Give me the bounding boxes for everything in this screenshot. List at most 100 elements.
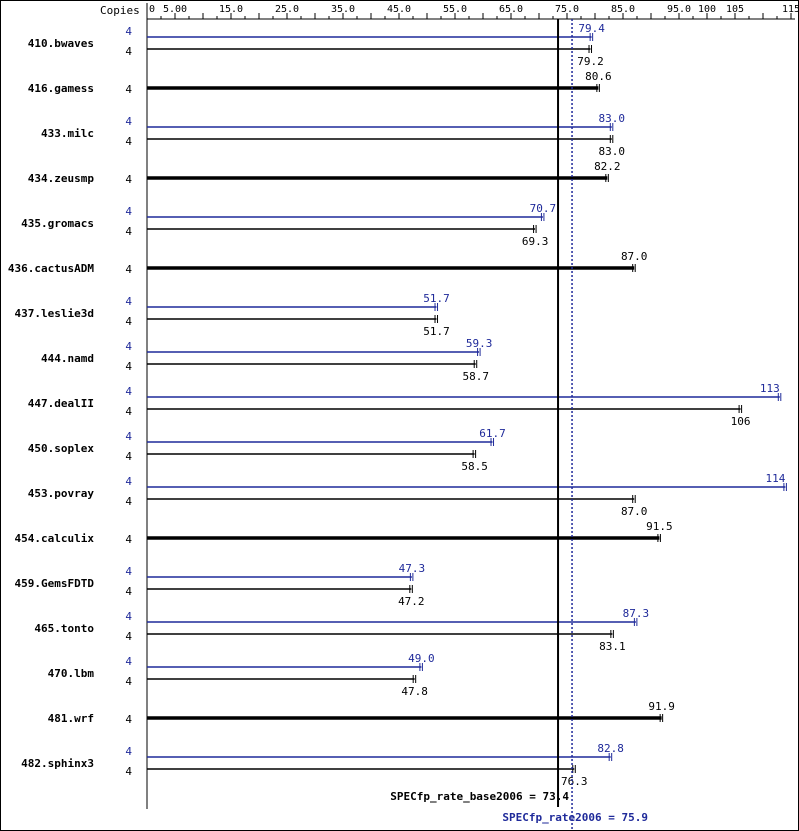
benchmark-row: 416.gamess 4 80.6 [28,70,612,96]
peak-copies: 4 [125,475,132,488]
benchmark-row: 433.milc 4 4 83.0 83.0 [41,112,625,158]
base-copies: 4 [125,360,132,373]
benchmark-name: 416.gamess [28,82,94,95]
base-value-label: 79.2 [577,55,604,68]
x-tick-label: 15.0 [219,4,243,15]
x-tick-label: 45.0 [387,4,411,15]
base-copies: 4 [125,45,132,58]
base-copies: 4 [125,675,132,688]
base-copies: 4 [125,405,132,418]
peak-copies: 4 [125,205,132,218]
benchmark-name: 435.gromacs [21,217,94,230]
peak-copies: 4 [125,340,132,353]
peak-copies: 4 [125,430,132,443]
benchmark-row: 470.lbm 4 4 49.0 47.8 [48,652,435,698]
x-tick-label: 115 [782,4,798,15]
peak-value-label: 70.7 [530,202,557,215]
x-tick-label: 75.0 [555,4,579,15]
base-value-label: 47.8 [401,685,428,698]
base-copies: 4 [125,450,132,463]
benchmark-row: 434.zeusmp 4 82.2 [28,160,621,186]
peak-copies: 4 [125,385,132,398]
benchmark-name: 410.bwaves [28,37,94,50]
peak-copies: 4 [125,745,132,758]
benchmark-name: 433.milc [41,127,94,140]
base-value-label: 47.2 [398,595,425,608]
peak-value-label: 114 [766,472,786,485]
benchmark-name: 470.lbm [48,667,95,680]
x-tick-label: 85.0 [611,4,635,15]
base-value-label: 83.1 [599,640,626,653]
benchmark-name: 454.calculix [15,532,95,545]
x-tick-label: 25.0 [275,4,299,15]
benchmark-row: 447.dealII 4 4 113 106 [28,382,782,428]
peak-copies: 4 [125,565,132,578]
base-value-label: 91.9 [648,700,675,713]
benchmark-name: 444.namd [41,352,94,365]
base-value-label: 106 [731,415,751,428]
peak-value-label: 59.3 [466,337,493,350]
base-value-label: 58.7 [462,370,489,383]
base-copies: 4 [125,495,132,508]
benchmark-rows: 410.bwaves 4 4 79.4 79.2 416.gamess 4 80.6 433.m… [8,22,787,788]
benchmark-row: 454.calculix 4 91.5 [15,520,673,546]
x-tick-label: 5.00 [163,4,187,15]
benchmark-name: 481.wrf [48,712,94,725]
peak-value-label: 47.3 [399,562,426,575]
benchmark-row: 481.wrf 4 91.9 [48,700,675,726]
base-copies: 4 [125,135,132,148]
peak-value-label: 83.0 [599,112,626,125]
benchmark-row: 435.gromacs 4 4 70.7 69.3 [21,202,556,248]
base-value-label: 58.5 [461,460,488,473]
benchmark-name: 436.cactusADM [8,262,94,275]
benchmark-name: 482.sphinx3 [21,757,94,770]
benchmark-row: 437.leslie3d 4 4 51.7 51.7 [15,292,450,338]
benchmark-name: 459.GemsFDTD [15,577,95,590]
peak-value-label: 51.7 [423,292,450,305]
peak-value-label: 113 [760,382,780,395]
peak-summary-label: SPECfp_rate2006 = 75.9 [502,811,648,824]
base-value-label: 83.0 [599,145,626,158]
peak-copies: 4 [125,655,132,668]
x-tick-label: 35.0 [331,4,355,15]
benchmark-row: 450.soplex 4 4 61.7 58.5 [28,427,506,473]
peak-copies: 4 [125,115,132,128]
axis-layer: Copies 0 5.00 15.0 25.0 35.0 45.0 55.0 65.0 75.0… [100,3,798,809]
benchmark-name: 447.dealII [28,397,94,410]
base-copies: 4 [125,83,132,96]
peak-value-label: 87.3 [623,607,650,620]
benchmark-name: 453.povray [28,487,95,500]
peak-value-label: 49.0 [408,652,435,665]
benchmark-row: 453.povray 4 4 114 87.0 [28,472,787,518]
base-copies: 4 [125,765,132,778]
peak-value-label: 61.7 [479,427,506,440]
base-copies: 4 [125,585,132,598]
benchmark-row: 465.tonto 4 4 87.3 83.1 [34,607,649,653]
x-tick-label: 0 [149,4,155,15]
benchmark-row: 410.bwaves 4 4 79.4 79.2 [28,22,605,68]
x-tick-label: 65.0 [499,4,523,15]
x-tick-label: 95.0 [667,4,691,15]
base-value-label: 82.2 [594,160,621,173]
peak-copies: 4 [125,610,132,623]
base-value-label: 91.5 [646,520,673,533]
benchmark-name: 437.leslie3d [15,307,94,320]
benchmark-row: 436.cactusADM 4 87.0 [8,250,648,276]
benchmark-name: 465.tonto [34,622,94,635]
x-tick-label: 55.0 [443,4,467,15]
base-value-label: 80.6 [585,70,612,83]
peak-copies: 4 [125,25,132,38]
x-tick-label: 105 [726,4,744,15]
base-copies: 4 [125,630,132,643]
benchmark-name: 434.zeusmp [28,172,95,185]
benchmark-row: 482.sphinx3 4 4 82.8 76.3 [21,742,624,788]
x-tick-label: 100 [698,4,716,15]
benchmark-name: 450.soplex [28,442,95,455]
base-value-label: 87.0 [621,250,648,263]
peak-copies: 4 [125,295,132,308]
peak-value-label: 79.4 [578,22,605,35]
base-copies: 4 [125,533,132,546]
reference-lines: SPECfp_rate_base2006 = 73.4 SPECfp_rate20… [390,19,648,829]
